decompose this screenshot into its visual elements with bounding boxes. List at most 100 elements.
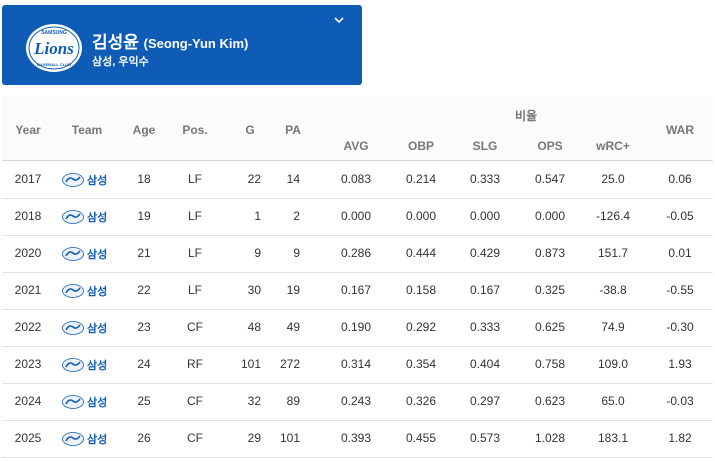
- svg-text:SAMSUNG: SAMSUNG: [41, 30, 67, 36]
- cell-age: 21: [137, 246, 151, 260]
- cell-avg: 0.286: [340, 246, 372, 260]
- table-row: 2022 23 CF 48 49 0.190 0.292 0.333 0.625 74.9 -0.3…: [2, 309, 713, 347]
- team-name: 삼성: [87, 248, 108, 261]
- header-team[interactable]: Team: [71, 123, 103, 137]
- cell-pa: 19: [286, 283, 300, 297]
- cell-g: 22: [247, 172, 261, 186]
- cell-wrc: -38.8: [599, 283, 627, 297]
- svg-text:Lions: Lions: [33, 39, 74, 58]
- table-row: 2020 21 LF 9 9 0.286 0.444 0.429 0.873 151.7 0.01 삼…: [2, 235, 713, 273]
- header-year[interactable]: Year: [15, 123, 41, 137]
- cell-team[interactable]: 삼성: [62, 198, 107, 235]
- cell-team[interactable]: 삼성: [62, 235, 107, 272]
- cell-slg: 0.333: [469, 320, 501, 334]
- table-row: 2024 25 CF 32 89 0.243 0.326 0.297 0.623 65.0 -0.0…: [2, 383, 713, 421]
- cell-wrc: -126.4: [595, 209, 631, 223]
- cell-pa: 2: [293, 209, 300, 223]
- cell-year: 2017: [14, 172, 42, 186]
- cell-pa: 101: [279, 431, 300, 445]
- cell-war: 0.06: [668, 172, 692, 186]
- cell-wrc: 25.0: [601, 172, 625, 186]
- cell-g: 30: [247, 283, 261, 297]
- cell-year: 2022: [14, 320, 42, 334]
- table-row: 2018 19 LF 1 2 0.000 0.000 0.000 0.000 -126.4 -0.0…: [2, 198, 713, 236]
- cell-team[interactable]: 삼성: [62, 420, 107, 457]
- cell-wrc: 65.0: [601, 394, 625, 408]
- cell-age: 22: [137, 283, 151, 297]
- cell-team[interactable]: 삼성: [62, 309, 107, 346]
- header-obp[interactable]: OBP: [407, 139, 435, 153]
- cell-obp: 0.444: [405, 246, 437, 260]
- table-row: 2021 22 LF 30 19 0.167 0.158 0.167 0.325 -38.8 -0.…: [2, 272, 713, 310]
- cell-war: -0.05: [666, 209, 694, 223]
- cell-war: 0.01: [668, 246, 692, 260]
- cell-pos: LF: [187, 209, 203, 223]
- header-avg[interactable]: AVG: [343, 139, 369, 153]
- cell-slg: 0.167: [469, 283, 501, 297]
- lions-team-icon: [62, 246, 84, 261]
- cell-team[interactable]: 삼성: [62, 383, 107, 420]
- header-wrc[interactable]: wRC+: [596, 139, 630, 153]
- cell-war: -0.03: [666, 394, 694, 408]
- cell-g: 101: [240, 357, 261, 371]
- team-name: 삼성: [87, 396, 108, 409]
- cell-team[interactable]: 삼성: [62, 161, 107, 198]
- header-ops[interactable]: OPS: [537, 139, 563, 153]
- cell-obp: 0.455: [405, 431, 437, 445]
- cell-ops: 0.547: [534, 172, 566, 186]
- table-row: 2025 26 CF 29 101 0.393 0.455 0.573 1.028 183.1 1.…: [2, 420, 713, 458]
- header-slg[interactable]: SLG: [472, 139, 498, 153]
- cell-age: 19: [137, 209, 151, 223]
- cell-ops: 0.873: [534, 246, 566, 260]
- cell-pa: 272: [279, 357, 300, 371]
- header-g[interactable]: G: [245, 123, 255, 137]
- cell-pos: CF: [187, 431, 203, 445]
- lions-team-icon: [62, 431, 84, 446]
- team-name: 삼성: [87, 322, 108, 335]
- cell-ops: 0.000: [534, 209, 566, 223]
- cell-pos: CF: [187, 394, 203, 408]
- lions-team-icon: [62, 320, 84, 335]
- cell-obp: 0.214: [405, 172, 437, 186]
- cell-year: 2020: [14, 246, 42, 260]
- cell-team[interactable]: 삼성: [62, 346, 107, 383]
- cell-year: 2021: [14, 283, 42, 297]
- cell-age: 18: [137, 172, 151, 186]
- cell-age: 26: [137, 431, 151, 445]
- cell-war: -0.55: [666, 283, 694, 297]
- cell-obp: 0.326: [405, 394, 437, 408]
- header-pos[interactable]: Pos.: [182, 123, 208, 137]
- cell-team[interactable]: 삼성: [62, 272, 107, 309]
- lions-team-icon: [62, 394, 84, 409]
- team-name: 삼성: [87, 359, 108, 372]
- cell-ops: 0.623: [534, 394, 566, 408]
- cell-g: 32: [247, 394, 261, 408]
- cell-avg: 0.393: [340, 431, 372, 445]
- player-card[interactable]: SAMSUNG Lions BASEBALL CLUB 김성윤 (Seong-Y…: [2, 5, 362, 85]
- cell-war: 1.82: [668, 431, 692, 445]
- cell-year: 2025: [14, 431, 42, 445]
- stats-table: 비율 Year Team Age Pos. G PA AVG OBP SLG O…: [2, 96, 713, 461]
- chevron-down-icon[interactable]: [332, 15, 346, 25]
- cell-avg: 0.243: [340, 394, 372, 408]
- cell-age: 24: [137, 357, 151, 371]
- cell-obp: 0.000: [405, 209, 437, 223]
- cell-year: 2018: [14, 209, 42, 223]
- cell-avg: 0.000: [340, 209, 372, 223]
- cell-obp: 0.158: [405, 283, 437, 297]
- header-war[interactable]: WAR: [666, 123, 694, 137]
- player-name-korean: 김성윤: [92, 33, 139, 52]
- cell-pa: 49: [286, 320, 300, 334]
- cell-pos: LF: [187, 246, 203, 260]
- cell-slg: 0.404: [469, 357, 501, 371]
- header-age[interactable]: Age: [132, 123, 156, 137]
- player-name: 김성윤 (Seong-Yun Kim): [92, 28, 248, 53]
- cell-avg: 0.314: [340, 357, 372, 371]
- cell-pa: 14: [286, 172, 300, 186]
- cell-pos: RF: [187, 357, 203, 371]
- header-pa[interactable]: PA: [285, 123, 301, 137]
- cell-wrc: 74.9: [601, 320, 625, 334]
- cell-ops: 0.625: [534, 320, 566, 334]
- table-row: 2023 24 RF 101 272 0.314 0.354 0.404 0.758 109.0 1…: [2, 346, 713, 384]
- cell-pa: 9: [293, 246, 300, 260]
